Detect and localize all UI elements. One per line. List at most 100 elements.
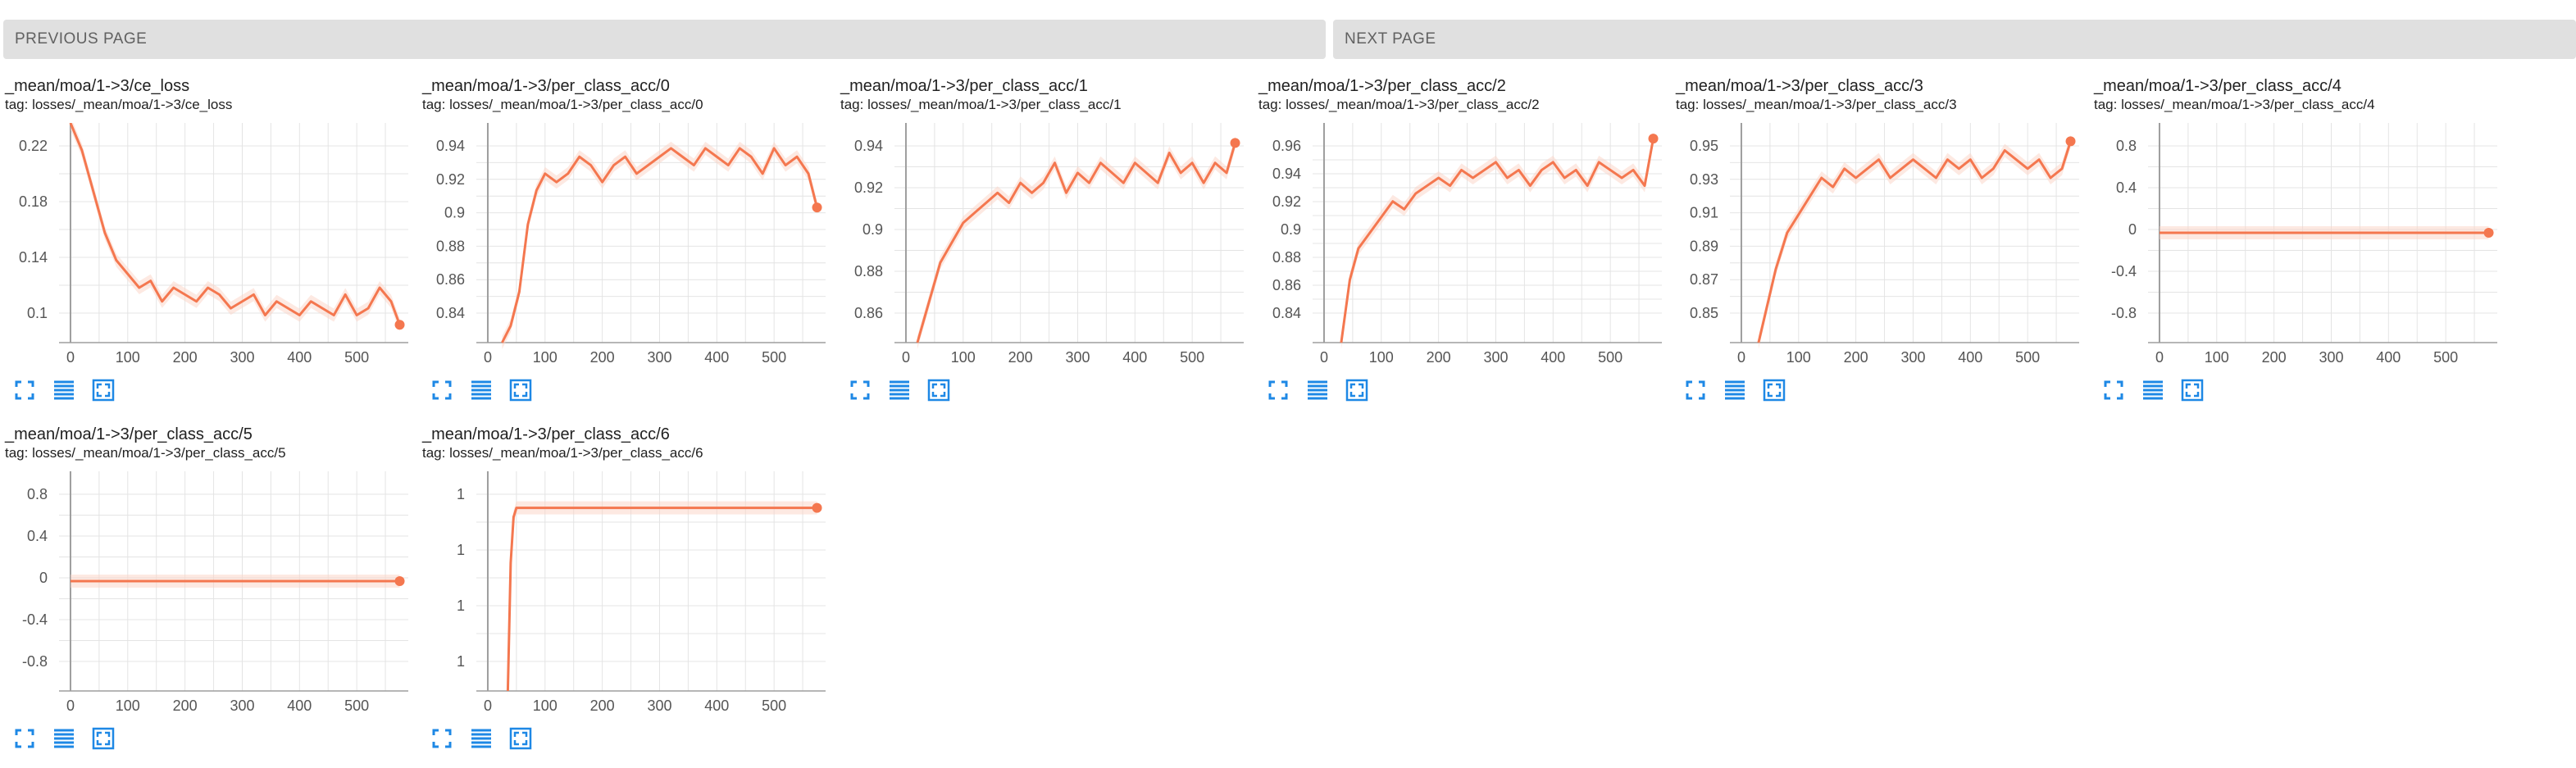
series-end-point[interactable] [1230, 138, 1240, 148]
chart-plot[interactable]: 0 100 200 300 400 500 0.22 0.18 0.14 0.1 [0, 123, 410, 369]
y-tick-label: 0.92 [1272, 193, 1301, 210]
y-tick-label: 0.95 [1690, 138, 1718, 154]
chart-tag: tag: losses/_mean/moa/1->3/ce_loss [5, 97, 233, 112]
chart-plot[interactable]: 0 100 200 300 400 500 0.95 0.93 0.91 0.89 0.87 0.85 [1671, 123, 2081, 369]
data-table-icon[interactable] [1723, 379, 1746, 402]
expand-icon[interactable] [13, 727, 36, 750]
series-line [1340, 138, 1655, 343]
fit-domain-icon[interactable] [927, 379, 950, 402]
series-end-point[interactable] [812, 502, 822, 513]
x-tick-label: 0 [66, 349, 75, 366]
chart-plot[interactable]: 0 100 200 300 400 500 0.94 0.92 0.9 0.88 0.86 0.84 [417, 123, 827, 369]
x-tick-label: 500 [1180, 349, 1204, 366]
x-tick-label: 500 [344, 698, 369, 714]
y-tick-label: 0.96 [1272, 138, 1301, 154]
chart-card: _mean/moa/1->3/per_class_acc/5 tag: losse… [0, 422, 410, 760]
x-tick-label: 300 [1483, 349, 1508, 366]
y-tick-label: 0.85 [1690, 305, 1718, 321]
fit-domain-icon[interactable] [92, 379, 115, 402]
chart-plot[interactable]: 0 100 200 300 400 500 0.96 0.94 0.92 0.9 0.88 0.86 0… [1254, 123, 1663, 369]
expand-icon[interactable] [1684, 379, 1707, 402]
data-table-icon[interactable] [52, 727, 75, 750]
x-tick-label: 200 [1844, 349, 1868, 366]
x-tick-label: 500 [2433, 349, 2458, 366]
series-end-point[interactable] [394, 320, 405, 330]
fit-domain-icon[interactable] [509, 379, 532, 402]
chart-card: _mean/moa/1->3/per_class_acc/0 tag: losse… [417, 74, 827, 411]
y-tick-label: 0.9 [444, 205, 465, 221]
chart-card: _mean/moa/1->3/ce_loss tag: losses/_mean/… [0, 74, 410, 411]
x-tick-label: 500 [762, 698, 786, 714]
x-tick-label: 500 [1598, 349, 1623, 366]
x-tick-label: 100 [2205, 349, 2229, 366]
y-tick-label: 0.86 [436, 271, 465, 288]
x-tick-label: 200 [1008, 349, 1033, 366]
x-tick-label: 0 [902, 349, 910, 366]
y-tick-label: 0.86 [1272, 277, 1301, 293]
fit-domain-icon[interactable] [1763, 379, 1786, 402]
series-end-point[interactable] [1648, 134, 1659, 144]
chart-plot[interactable]: 0 100 200 300 400 500 0.94 0.92 0.9 0.88 0.86 [835, 123, 1245, 369]
x-tick-label: 100 [1786, 349, 1811, 366]
chart-plot[interactable]: 0 100 200 300 400 500 1 1 1 1 [417, 471, 827, 717]
chart-tag: tag: losses/_mean/moa/1->3/per_class_acc… [422, 445, 703, 461]
y-tick-label: 0.89 [1690, 238, 1718, 254]
y-tick-label: 0 [2128, 221, 2137, 238]
x-tick-label: 0 [1320, 349, 1328, 366]
y-tick-label: 0.9 [1281, 221, 1301, 238]
x-tick-label: 400 [1122, 349, 1147, 366]
x-tick-label: 0 [484, 698, 492, 714]
next-page-button[interactable]: NEXT PAGE [1333, 20, 2576, 59]
data-table-icon[interactable] [470, 379, 493, 402]
x-tick-label: 100 [1369, 349, 1394, 366]
series-end-point[interactable] [812, 202, 822, 213]
y-tick-label: -0.4 [22, 611, 48, 628]
x-tick-label: 400 [704, 349, 729, 366]
fit-domain-icon[interactable] [92, 727, 115, 750]
fit-domain-icon[interactable] [2181, 379, 2204, 402]
expand-icon[interactable] [849, 379, 872, 402]
y-tick-label: 1 [457, 486, 465, 502]
x-tick-label: 300 [230, 349, 254, 366]
y-tick-label: -0.8 [22, 653, 48, 670]
expand-icon[interactable] [2102, 379, 2125, 402]
x-tick-label: 100 [533, 698, 558, 714]
chart-card: _mean/moa/1->3/per_class_acc/6 tag: losse… [417, 422, 827, 760]
x-tick-label: 0 [1737, 349, 1745, 366]
data-table-icon[interactable] [470, 727, 493, 750]
fit-domain-icon[interactable] [1345, 379, 1368, 402]
expand-icon[interactable] [13, 379, 36, 402]
x-tick-label: 500 [2015, 349, 2040, 366]
chart-tag: tag: losses/_mean/moa/1->3/per_class_acc… [1258, 97, 1540, 112]
chart-title: _mean/moa/1->3/per_class_acc/5 [5, 425, 253, 443]
data-table-icon[interactable] [888, 379, 911, 402]
smoothing-band [507, 501, 817, 698]
y-tick-label: 0.9 [862, 221, 883, 238]
x-tick-label: 100 [116, 349, 140, 366]
y-tick-label: 0.94 [854, 138, 883, 154]
data-table-icon[interactable] [1306, 379, 1329, 402]
series-end-point[interactable] [394, 576, 405, 586]
series-line [69, 123, 401, 325]
series-line [1757, 140, 2072, 343]
expand-icon[interactable] [1267, 379, 1290, 402]
y-tick-label: 0 [39, 570, 48, 586]
series-line [501, 147, 818, 343]
chart-plot[interactable]: 0 100 200 300 400 500 0.8 0.4 0 -0.4 -0.8 [2089, 123, 2499, 369]
chart-title: _mean/moa/1->3/per_class_acc/0 [422, 77, 670, 95]
x-tick-label: 0 [484, 349, 492, 366]
x-tick-label: 100 [533, 349, 558, 366]
fit-domain-icon[interactable] [509, 727, 532, 750]
expand-icon[interactable] [430, 379, 453, 402]
series-end-point[interactable] [2065, 136, 2076, 147]
previous-page-button[interactable]: PREVIOUS PAGE [3, 20, 1326, 59]
data-table-icon[interactable] [2141, 379, 2164, 402]
chart-title: _mean/moa/1->3/per_class_acc/2 [1258, 77, 1506, 95]
series-end-point[interactable] [2483, 228, 2494, 238]
chart-plot[interactable]: 0 100 200 300 400 500 0.8 0.4 0 -0.4 -0.8 [0, 471, 410, 717]
x-tick-label: 200 [1427, 349, 1451, 366]
data-table-icon[interactable] [52, 379, 75, 402]
expand-icon[interactable] [430, 727, 453, 750]
y-tick-label: 0.84 [1272, 305, 1301, 321]
x-tick-label: 300 [647, 698, 671, 714]
